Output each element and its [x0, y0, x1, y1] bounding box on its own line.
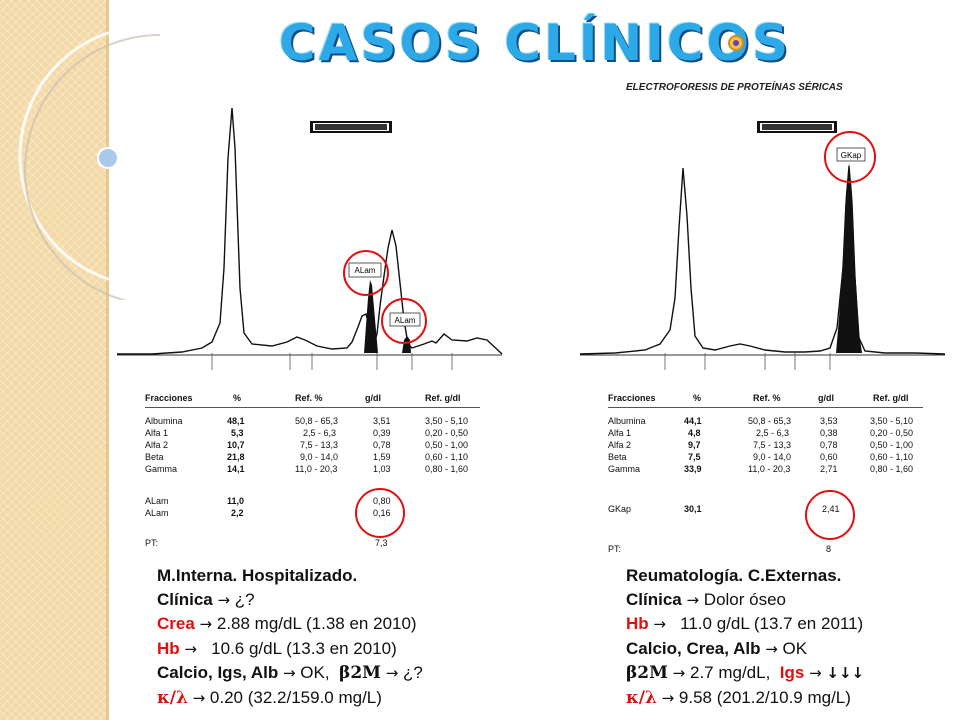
highlight-circle — [343, 250, 389, 296]
case-2-summary: Reumatología. C.Externas. Clínica → Dolo… — [626, 564, 864, 710]
decorative-sidebar-stripe — [0, 0, 108, 720]
case-2-calcio: Calcio, Crea, Alb → OK — [626, 638, 808, 658]
header-cell: g/dl — [365, 393, 381, 403]
case-1-kappa-lambda: κ/λ → 0.20 (32.2/159.0 mg/L) — [157, 687, 382, 708]
header-cell: Ref. g/dl — [873, 393, 909, 403]
electropherogram-left: ALam ALam — [117, 108, 503, 370]
case-1-hb: Hb → 10.6 g/dL (13.3 en 2010) — [157, 638, 397, 658]
case-2-kappa-lambda: κ/λ → 9.58 (201.2/10.9 mg/L) — [626, 687, 851, 708]
case-2-clinica: Clínica → Dolor óseo — [626, 589, 787, 609]
decorative-circles — [18, 24, 160, 300]
case-1-calcio: Calcio, Igs, Alb → OK, β2M → ¿? — [157, 663, 423, 683]
header-cell: g/dl — [818, 393, 834, 403]
case-2-b2m: β2M → 2.7 mg/dL, Igs → ↓↓↓ — [626, 663, 865, 683]
page-title: CASOS CLÍNICOS — [278, 14, 792, 72]
electrophoresis-header: ELECTROFORESIS DE PROTEÍNAS SÉRICAS — [626, 82, 843, 93]
fractions-table-left: Fracciones % Ref. % g/dl Ref. g/dl Album… — [145, 393, 485, 553]
case-1-summary: M.Interna. Hospitalizado. Clínica → ¿? C… — [157, 564, 423, 710]
header-cell: % — [693, 393, 702, 403]
header-cell: Ref. % — [295, 393, 323, 403]
highlight-circle — [805, 490, 855, 540]
table-header: Fracciones % Ref. % g/dl Ref. g/dl — [608, 393, 948, 405]
highlight-circle — [381, 298, 427, 344]
table-header: Fracciones % Ref. % g/dl Ref. g/dl — [145, 393, 485, 405]
case-1-crea: Crea → 2.88 mg/dL (1.38 en 2010) — [157, 614, 417, 633]
header-cell: Fracciones — [145, 393, 193, 403]
sidebar-edge — [106, 0, 109, 720]
header-cell: Fracciones — [608, 393, 656, 403]
header-cell: Ref. % — [753, 393, 781, 403]
case-1-service: M.Interna. Hospitalizado. — [157, 566, 358, 585]
highlight-circle — [355, 488, 405, 538]
fractions-table-right: Fracciones % Ref. % g/dl Ref. g/dl Album… — [608, 393, 948, 554]
highlight-circle — [824, 131, 876, 183]
case-2-service: Reumatología. C.Externas. — [626, 566, 842, 585]
header-cell: % — [233, 393, 242, 403]
case-1-clinica: Clínica → ¿? — [157, 589, 255, 609]
cursor-sparkle-icon — [728, 35, 744, 51]
header-cell: Ref. g/dl — [425, 393, 461, 403]
case-2-hb: Hb → 11.0 g/dL (13.7 en 2011) — [626, 614, 864, 633]
electropherogram-right: GKap — [579, 121, 946, 370]
